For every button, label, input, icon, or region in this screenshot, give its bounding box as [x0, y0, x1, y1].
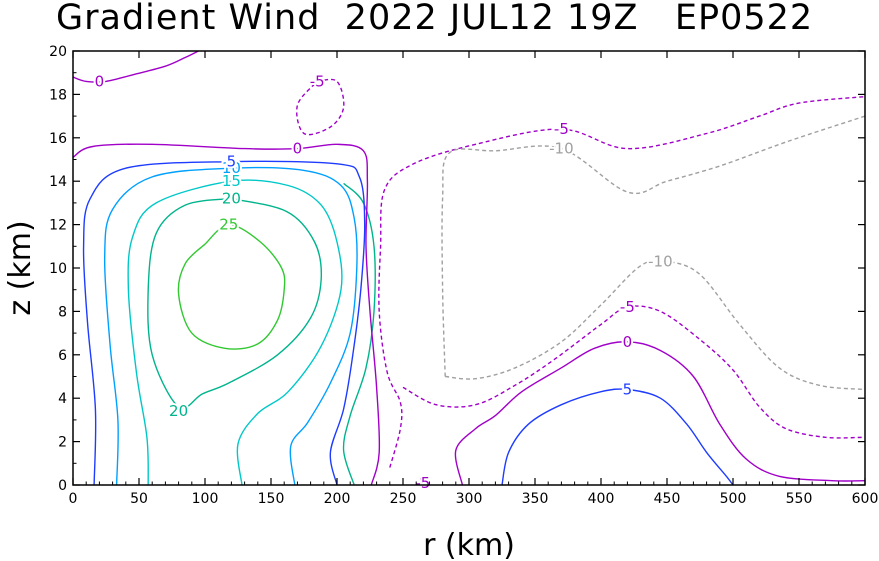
contour-label-0: 0 [293, 140, 303, 158]
chart-title: Gradient Wind 2022 JUL12 19Z EP0522 [56, 0, 814, 38]
contour-line-20-2 [342, 182, 376, 486]
y-tick-label: 10 [49, 261, 67, 277]
x-tick-label: 500 [720, 491, 747, 507]
y-tick-label: 6 [58, 348, 67, 364]
contour-label-neg5: -5 [620, 298, 635, 316]
y-tick-label: 12 [49, 218, 67, 234]
contour-label-10: 10 [222, 159, 241, 177]
contour-label-neg10: -10 [549, 140, 574, 158]
contour-label-neg10: -10 [648, 252, 673, 270]
contour-line-neg5-11 [296, 78, 345, 136]
contour-line-neg5-12 [419, 477, 426, 484]
contour-label-15: 15 [222, 172, 241, 190]
x-tick-label: 350 [522, 491, 549, 507]
contour-label-5: 5 [227, 153, 237, 171]
y-tick-label: 0 [58, 478, 67, 494]
contour-line-0-9 [454, 341, 866, 486]
x-tick-label: 450 [654, 491, 681, 507]
contour-line-neg10-14 [441, 115, 866, 377]
plot-frame [72, 50, 866, 486]
contour-label-25: 25 [219, 216, 238, 234]
contour-label-0: 0 [95, 72, 105, 90]
contour-line-0-7 [72, 143, 381, 486]
x-tick-label: 550 [786, 491, 813, 507]
x-tick-label: 0 [69, 491, 78, 507]
contour-label-20: 20 [222, 190, 241, 208]
contour-label-neg5: -5 [415, 474, 430, 492]
x-axis-label: r (km) [423, 528, 515, 561]
x-tick-label: 200 [324, 491, 351, 507]
contour-line-15-3 [127, 179, 343, 486]
contour-label-5: 5 [623, 381, 633, 399]
x-tick-label: 400 [588, 491, 615, 507]
contour-label-neg5: -5 [310, 72, 325, 90]
x-tick-label: 300 [456, 491, 483, 507]
y-tick-label: 18 [49, 87, 67, 103]
contour-line-10-4 [103, 166, 358, 486]
contour-label-20: 20 [169, 402, 188, 420]
y-tick-label: 2 [58, 435, 67, 451]
y-tick-label: 8 [58, 304, 67, 320]
contour-label-neg5: -5 [554, 120, 569, 138]
contour-line-neg5-13 [402, 305, 866, 439]
contour-line-25-0 [177, 223, 286, 350]
contour-lines [72, 50, 866, 486]
contour-label-0: 0 [623, 333, 633, 351]
y-tick-label: 4 [58, 391, 67, 407]
x-tick-label: 250 [390, 491, 417, 507]
x-tick-label: 100 [192, 491, 219, 507]
y-tick-label: 14 [49, 174, 67, 190]
x-tick-label: 600 [852, 491, 879, 507]
x-tick-label: 150 [258, 491, 285, 507]
contour-line-0-8 [72, 50, 199, 83]
x-tick-label: 50 [130, 491, 148, 507]
y-axis-label: z (km) [3, 220, 38, 315]
y-tick-label: 20 [49, 44, 67, 60]
contour-line-20-1 [147, 197, 323, 410]
y-tick-label: 16 [49, 131, 67, 147]
contour-line-neg5-10 [378, 95, 866, 468]
contour-line-neg10-15 [445, 259, 866, 391]
contour-line-5-5 [82, 160, 366, 486]
axis-ticks: 0 50 100 150 200 250 300 350 400 450 500 550 6000246… [49, 44, 878, 507]
contour-line-5-6 [501, 388, 734, 486]
